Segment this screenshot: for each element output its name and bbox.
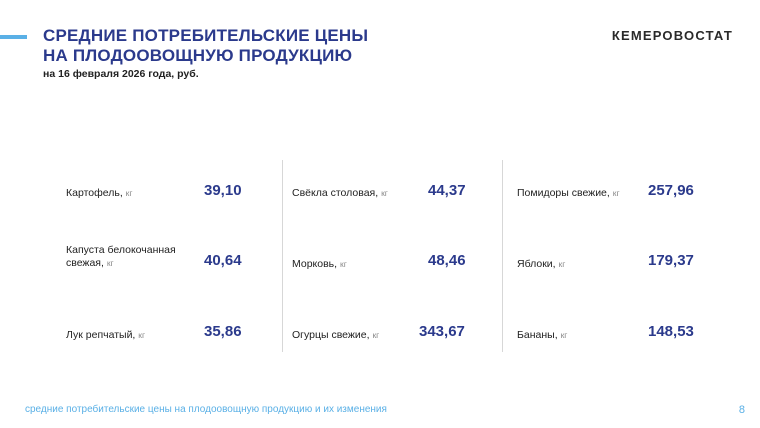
price-item-tomato: Помидоры свежие, кг 257,96 (502, 178, 710, 222)
item-label: Бананы, (517, 329, 558, 341)
item-name: Морковь, кг (292, 258, 347, 271)
item-unit: кг (612, 188, 620, 198)
item-price: 35,86 (204, 323, 242, 340)
footer-caption: средние потребительские цены на плодоово… (25, 404, 387, 415)
item-label-line-1: Капуста белокочанная (66, 244, 176, 256)
item-name: Помидоры свежие, кг (517, 187, 620, 200)
item-name: Лук репчатый, кг (66, 329, 145, 342)
item-label: Морковь, (292, 258, 338, 270)
item-label: Свёкла столовая, (292, 187, 379, 199)
price-column-2: Свёкла столовая, кг 44,37 Морковь, кг 48… (282, 160, 502, 352)
item-label: Огурцы свежие, (292, 329, 370, 341)
column-divider (502, 160, 503, 352)
item-price: 343,67 (419, 323, 465, 340)
title-line-1: СРЕДНИЕ ПОТРЕБИТЕЛЬСКИЕ ЦЕНЫ (43, 26, 369, 45)
item-unit: кг (339, 259, 347, 269)
item-unit: кг (381, 188, 388, 198)
item-price: 44,37 (428, 182, 466, 199)
title-line-2: НА ПЛОДООВОЩНУЮ ПРОДУКЦИЮ (43, 46, 353, 65)
price-column-1: Картофель, кг 39,10 Капуста белокочанная… (50, 160, 280, 352)
item-price: 257,96 (648, 182, 694, 199)
item-name: Огурцы свежие, кг (292, 329, 379, 342)
price-item-beet: Свёкла столовая, кг 44,37 (282, 178, 502, 222)
item-price: 40,64 (204, 252, 242, 269)
item-unit: кг (560, 330, 568, 340)
item-label: свежая, (66, 257, 104, 269)
item-unit: кг (558, 259, 566, 269)
item-name: Капуста белокочанная свежая, кг (66, 244, 176, 270)
item-price: 48,46 (428, 252, 466, 269)
price-item-cucumber: Огурцы свежие, кг 343,67 (282, 320, 502, 364)
item-name: Свёкла столовая, кг (292, 187, 388, 200)
page-number: 8 (738, 404, 745, 416)
item-unit: кг (125, 188, 133, 198)
item-price: 148,53 (648, 323, 694, 340)
item-name: Бананы, кг (517, 329, 567, 342)
price-column-3: Помидоры свежие, кг 257,96 Яблоки, кг 17… (502, 160, 710, 352)
price-item-cabbage: Капуста белокочанная свежая, кг 40,64 (50, 242, 280, 286)
accent-bar (0, 35, 27, 39)
item-unit: кг (372, 330, 380, 340)
column-divider (282, 160, 283, 352)
item-label: Картофель, (66, 187, 123, 199)
item-name: Картофель, кг (66, 187, 133, 200)
price-item-potato: Картофель, кг 39,10 (50, 178, 280, 222)
item-label: Лук репчатый, (66, 329, 136, 341)
price-item-carrot: Морковь, кг 48,46 (282, 248, 502, 292)
price-item-apple: Яблоки, кг 179,37 (502, 248, 710, 292)
page-subtitle: на 16 февраля 2026 года, руб. (43, 68, 199, 80)
page-title: СРЕДНИЕ ПОТРЕБИТЕЛЬСКИЕ ЦЕНЫ НА ПЛОДООВО… (43, 26, 368, 66)
item-unit: кг (138, 330, 146, 340)
item-price: 39,10 (204, 182, 242, 199)
price-item-onion: Лук репчатый, кг 35,86 (50, 320, 280, 364)
item-price: 179,37 (648, 252, 694, 269)
price-item-banana: Бананы, кг 148,53 (502, 320, 710, 364)
item-unit: кг (106, 258, 114, 268)
item-label: Помидоры свежие, (517, 187, 610, 199)
brand-logo-text: КЕМЕРОВОСТАТ (611, 28, 733, 43)
item-label: Яблоки, (517, 258, 556, 270)
price-grid: Картофель, кг 39,10 Капуста белокочанная… (50, 160, 710, 352)
item-name: Яблоки, кг (517, 258, 565, 271)
